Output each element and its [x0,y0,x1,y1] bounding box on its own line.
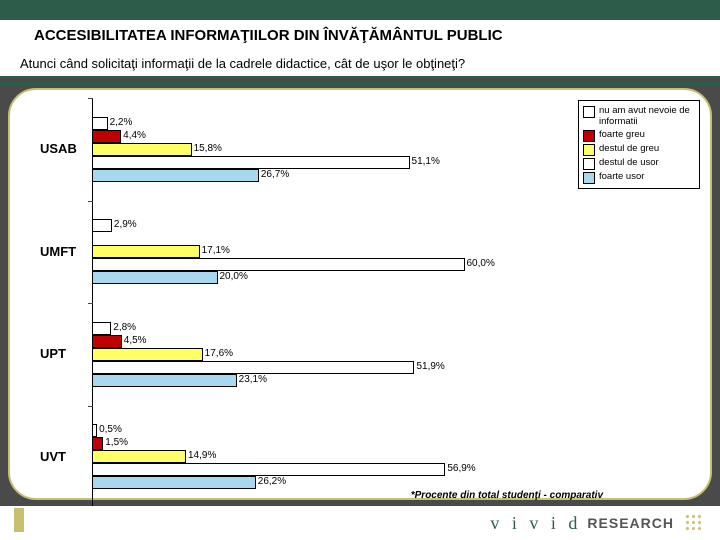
bar [92,219,112,232]
bar [92,117,108,130]
bar-value-label: 0,5% [99,424,122,435]
bar-value-label: 17,6% [205,348,233,359]
page-title: ACCESIBILITATEA INFORMAŢIILOR DIN ÎNVĂŢĂ… [0,20,720,50]
bar [92,437,103,450]
bar-value-label: 2,2% [110,117,133,128]
bar-value-label: 26,7% [261,169,289,180]
page-root: ACCESIBILITATEA INFORMAŢIILOR DIN ÎNVĂŢĂ… [0,0,720,540]
bar-value-label: 51,1% [412,156,440,167]
logo-text-left: v i v i d [490,513,581,534]
bar-value-label: 60,0% [467,258,495,269]
chart-container: nu am avut nevoie de informatiifoarte gr… [8,88,712,500]
y-tick [88,98,93,99]
bar-value-label: 2,9% [114,219,137,230]
bar-value-label: 56,9% [447,463,475,474]
footer: v i v i d RESEARCH [0,506,720,540]
footer-logo: v i v i d RESEARCH [490,513,702,534]
page-subtitle: Atunci când solicitaţi informaţii de la … [0,50,720,76]
bar [92,361,414,374]
bar-value-label: 2,8% [113,322,136,333]
footer-accent-mark [14,508,24,532]
legend-swatch [583,172,595,184]
divider-1 [0,76,720,78]
legend-item: destul de usor [583,157,695,170]
bar [92,374,237,387]
bar [92,143,192,156]
bar [92,130,121,143]
bar-value-label: 4,5% [124,335,147,346]
bar [92,463,445,476]
bar [92,450,186,463]
bar [92,169,259,182]
bar-value-label: 17,1% [202,245,230,256]
bar-value-label: 20,0% [220,271,248,282]
bar [92,348,203,361]
bar-value-label: 15,8% [194,143,222,154]
legend-swatch [583,106,595,118]
chart: nu am avut nevoie de informatiifoarte gr… [10,90,710,498]
legend-label: foarte greu [599,129,645,140]
bar-value-label: 23,1% [239,374,267,385]
bar [92,322,111,335]
legend-label: destul de usor [599,157,659,168]
bar [92,424,97,437]
legend-label: foarte usor [599,171,644,182]
chart-footnote: *Procente din total studenţi - comparati… [411,490,603,501]
legend-swatch [583,144,595,156]
legend-label: nu am avut nevoie de informatii [599,105,695,128]
bar [92,156,410,169]
legend-label: destul de greu [599,143,659,154]
legend-swatch [583,158,595,170]
logo-text-right: RESEARCH [587,515,674,531]
bar [92,476,256,489]
bar-value-label: 26,2% [258,476,286,487]
bar-value-label: 14,9% [188,450,216,461]
divider-2 [0,82,720,85]
bar-value-label: 1,5% [105,437,128,448]
legend-swatch [583,130,595,142]
y-tick [88,303,93,304]
legend-item: foarte greu [583,129,695,142]
bar [92,258,465,271]
bar-value-label: 4,4% [123,130,146,141]
legend-item: destul de greu [583,143,695,156]
bar [92,245,200,258]
dots-icon [686,515,702,531]
legend-item: foarte usor [583,171,695,184]
legend-item: nu am avut nevoie de informatii [583,105,695,128]
bar [92,271,218,284]
bar [92,335,122,348]
y-tick [88,201,93,202]
legend: nu am avut nevoie de informatiifoarte gr… [578,100,700,189]
y-tick [88,406,93,407]
bar-value-label: 51,9% [416,361,444,372]
